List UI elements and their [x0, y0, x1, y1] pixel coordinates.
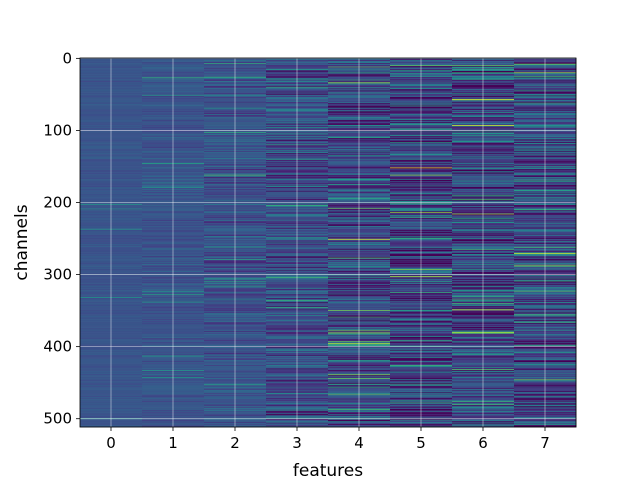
x-tick-label: 6 [478, 434, 488, 452]
plot-frame [79, 57, 577, 428]
grid-lines [80, 57, 576, 427]
x-tick-label: 1 [168, 434, 178, 452]
x-tick-label: 2 [230, 434, 240, 452]
y-tick-label: 400 [43, 338, 72, 356]
x-tick-label: 0 [106, 434, 116, 452]
y-axis-label: channels [12, 204, 32, 280]
y-tick-label: 300 [43, 266, 72, 284]
y-axis: 0 100 200 300 400 500 [43, 49, 80, 428]
y-tick-label: 0 [62, 49, 72, 67]
y-tick-label: 200 [43, 194, 72, 212]
x-tick-label: 5 [416, 434, 426, 452]
x-tick-label: 7 [540, 434, 550, 452]
y-tick-label: 500 [43, 410, 72, 428]
x-axis: 0 1 2 3 4 5 6 7 [106, 427, 550, 452]
x-axis-label: features [293, 461, 363, 480]
x-tick-label: 3 [292, 434, 302, 452]
y-tick-label: 100 [43, 121, 72, 139]
plot-area [80, 58, 577, 428]
x-tick-label: 4 [354, 434, 364, 452]
